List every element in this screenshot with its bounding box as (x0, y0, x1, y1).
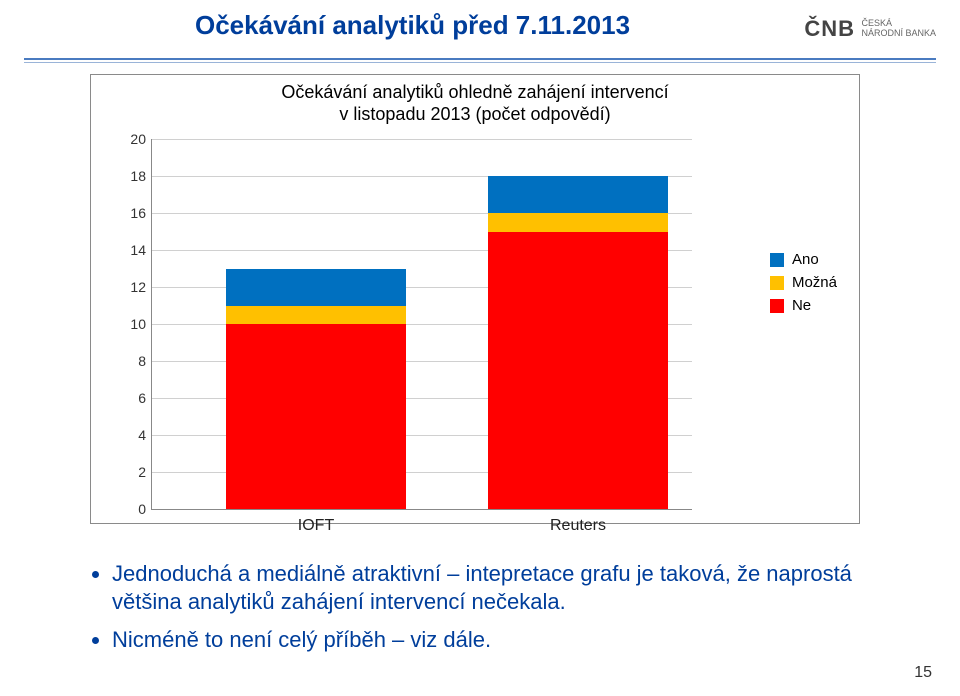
y-tick-label: 16 (130, 205, 146, 221)
legend-swatch (770, 299, 784, 313)
legend-label: Ano (792, 251, 819, 268)
bar-seg-ano (488, 176, 668, 213)
page-number: 15 (914, 664, 932, 682)
legend-item-ne: Ne (770, 297, 837, 314)
y-tick-label: 2 (138, 464, 146, 480)
header-rule-1 (24, 58, 936, 60)
legend-item-možná: Možná (770, 274, 837, 291)
x-label: Reuters (488, 517, 668, 535)
bullet-item: Nicméně to není celý příběh – viz dále. (112, 626, 900, 654)
legend-swatch (770, 253, 784, 267)
logo-subtext: ČESKÁ NÁRODNÍ BANKA (861, 18, 936, 38)
y-tick-label: 20 (130, 131, 146, 147)
gridline (152, 139, 692, 140)
bar-seg-ano (226, 269, 406, 306)
y-tick-label: 12 (130, 279, 146, 295)
y-tick-label: 18 (130, 168, 146, 184)
bullet-list: Jednoduchá a mediálně atraktivní – intep… (90, 550, 900, 664)
legend-swatch (770, 276, 784, 290)
logo-text: ČNB (804, 16, 855, 42)
legend-label: Možná (792, 274, 837, 291)
chart-title: Očekávání analytiků ohledně zahájení int… (91, 81, 859, 125)
header-rule-2 (24, 62, 936, 63)
cnb-logo: ČNB ČESKÁ NÁRODNÍ BANKA (804, 16, 936, 42)
bullet-ul: Jednoduchá a mediálně atraktivní – intep… (90, 560, 900, 654)
y-tick-label: 6 (138, 390, 146, 406)
x-label: IOFT (226, 517, 406, 535)
chart-legend: Ano Možná Ne (770, 245, 837, 320)
bar-seg-ne (488, 232, 668, 510)
y-tick-label: 4 (138, 427, 146, 443)
y-tick-label: 14 (130, 242, 146, 258)
slide-title: Očekávání analytiků před 7.11.2013 (195, 10, 630, 41)
chart-container: Očekávání analytiků ohledně zahájení int… (90, 74, 860, 524)
chart-plot-area: 02468101214161820IOFTReuters (151, 139, 692, 510)
bullet-item: Jednoduchá a mediálně atraktivní – intep… (112, 560, 900, 616)
y-tick-label: 8 (138, 353, 146, 369)
legend-label: Ne (792, 297, 811, 314)
y-tick-label: 0 (138, 501, 146, 517)
bar-seg-možná (226, 306, 406, 325)
slide-header: Očekávání analytiků před 7.11.2013 ČNB Č… (0, 10, 960, 58)
legend-item-ano: Ano (770, 251, 837, 268)
y-tick-label: 10 (130, 316, 146, 332)
bar-seg-možná (488, 213, 668, 232)
bar-seg-ne (226, 324, 406, 509)
